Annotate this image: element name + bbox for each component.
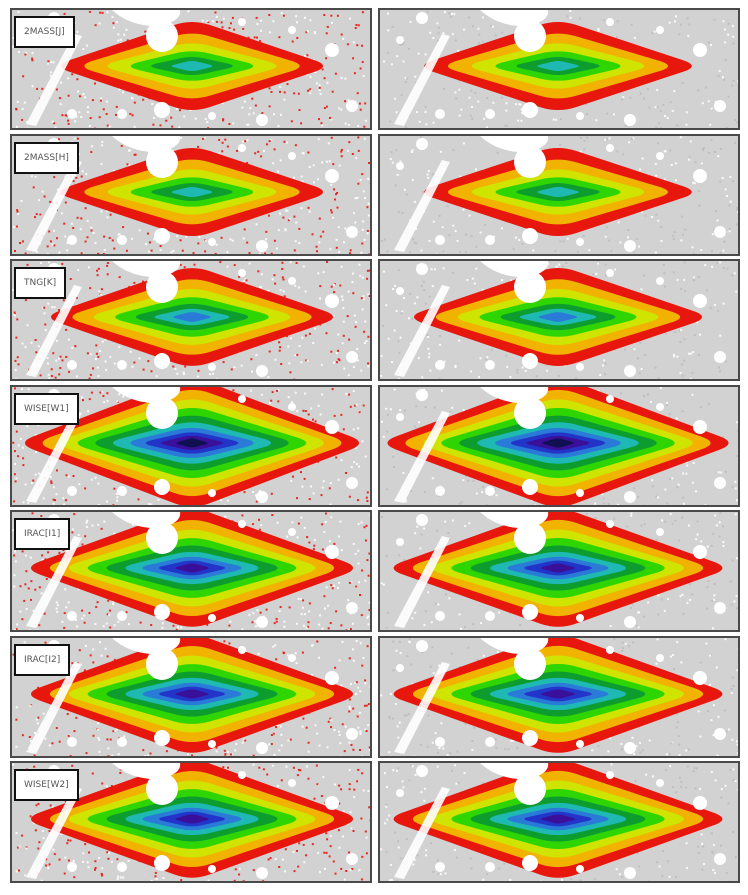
contour-level [541,814,575,824]
contour-level [538,312,578,322]
contour-levels [424,147,692,236]
contour-level [537,186,579,197]
contour-map [380,637,738,756]
contour-map [12,637,370,756]
masked-stars [394,763,726,879]
contour-level [171,60,213,72]
contour-levels [424,21,692,111]
masked-stars [394,637,726,754]
model-panel [378,259,740,381]
contour-levels [61,22,323,110]
contour-map [12,261,370,379]
contour-levels [393,763,723,878]
contour-map [12,10,370,128]
band-label: TNG[K] [14,267,67,299]
data-panel: WISE[W1] [10,384,372,507]
contour-level [176,438,208,447]
masked-stars [26,261,358,377]
masked-stars [394,135,726,252]
contour-map [380,763,738,881]
contour-levels [414,268,702,366]
model-panel [378,510,740,632]
contour-levels [393,512,723,627]
contour-levels [393,637,723,753]
masked-stars [394,386,726,503]
masked-stars [26,10,358,126]
band-label: WISE[W2] [14,769,79,801]
contour-map [12,512,370,630]
contour-map [380,135,738,254]
masked-stars [26,512,358,628]
data-panel: TNG[K] [10,259,372,381]
band-label: IRAC[I1] [14,518,71,550]
contour-level [537,60,579,72]
contour-map [380,261,738,379]
contour-level [175,814,209,824]
contour-levels [31,637,353,753]
contour-level [541,563,575,573]
data-panel: 2MASS[H] [10,133,372,256]
band-label: WISE[W1] [14,392,79,425]
contour-level [171,186,213,197]
contour-map [380,512,738,630]
contour-level [175,688,209,699]
masked-stars [394,10,726,126]
contour-map [12,763,370,881]
model-panel [378,8,740,130]
data-panel: WISE[W2] [10,761,372,883]
model-panel [378,384,740,507]
masked-stars [394,512,726,628]
contour-level [542,438,574,447]
contour-levels [387,386,729,505]
contour-map [380,386,738,505]
model-panel [378,635,740,758]
model-panel [378,761,740,883]
contour-levels [25,386,359,505]
band-label: IRAC[I2] [14,643,71,676]
contour-levels [51,268,333,366]
contour-level [175,563,209,573]
masked-stars [26,637,358,754]
contour-map [12,386,370,505]
model-panel [378,133,740,256]
band-label: 2MASS[H] [14,141,79,174]
contour-map [380,10,738,128]
contour-levels [31,512,353,627]
contour-level [541,688,575,699]
contour-levels [61,147,323,236]
data-panel: 2MASS[J] [10,8,372,130]
contour-levels [31,763,353,878]
data-panel: IRAC[I2] [10,635,372,758]
band-label: 2MASS[J] [14,16,75,48]
contour-level [173,312,211,322]
masked-stars [394,261,726,377]
data-panel: IRAC[I1] [10,510,372,632]
